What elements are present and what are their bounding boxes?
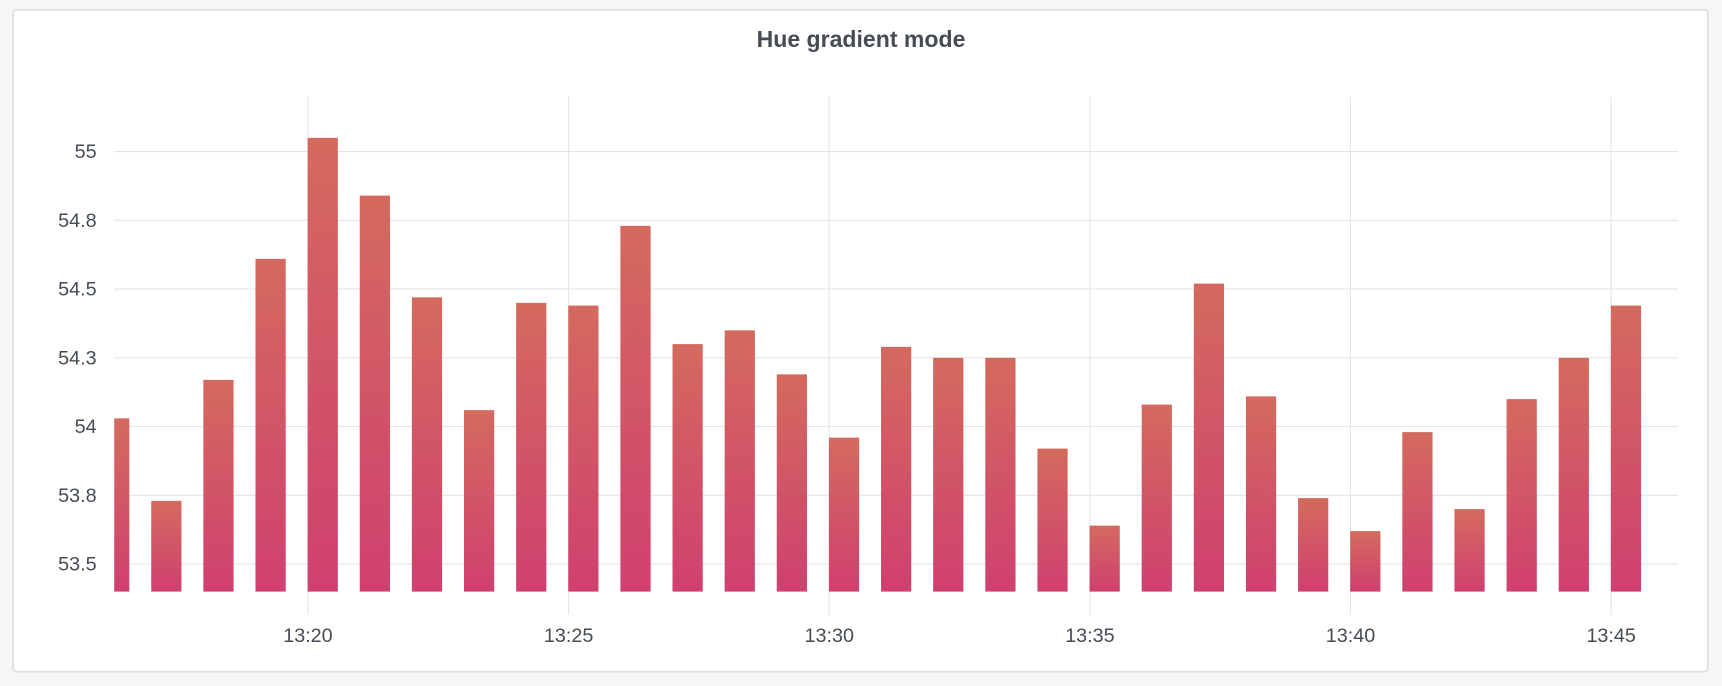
y-tick-label: 53.5 bbox=[58, 554, 96, 576]
y-tick-label: 54.5 bbox=[58, 279, 96, 301]
bar bbox=[1558, 357, 1589, 592]
y-tick-label: 54.3 bbox=[58, 347, 96, 369]
y-tick-label: 55 bbox=[75, 141, 97, 163]
bar bbox=[359, 195, 390, 592]
bar bbox=[1245, 396, 1277, 592]
y-tick-label: 54.8 bbox=[58, 210, 96, 232]
bar bbox=[1089, 525, 1120, 592]
bar bbox=[568, 305, 599, 592]
bar bbox=[724, 330, 755, 592]
bar bbox=[1298, 498, 1329, 592]
bar bbox=[828, 437, 860, 592]
bar bbox=[776, 374, 808, 592]
bar bbox=[516, 302, 547, 592]
bar bbox=[203, 379, 234, 592]
y-tick-label: 53.8 bbox=[58, 485, 96, 507]
bar bbox=[1141, 404, 1172, 592]
bar bbox=[114, 418, 130, 592]
bar bbox=[933, 357, 964, 592]
bar bbox=[1402, 432, 1433, 592]
x-tick-label: 13:25 bbox=[544, 625, 593, 647]
x-tick-label: 13:30 bbox=[805, 625, 854, 647]
bar bbox=[985, 357, 1016, 592]
x-tick-label: 13:35 bbox=[1065, 625, 1114, 647]
bar bbox=[463, 410, 495, 592]
bar bbox=[1454, 509, 1485, 592]
bar bbox=[620, 225, 651, 592]
bar bbox=[881, 346, 912, 592]
bar bbox=[1193, 283, 1225, 592]
x-tick-label: 13:45 bbox=[1586, 625, 1635, 647]
bar bbox=[672, 344, 703, 592]
bar bbox=[307, 137, 338, 592]
bar bbox=[411, 297, 443, 592]
x-tick-label: 13:40 bbox=[1326, 625, 1375, 647]
bar bbox=[1350, 531, 1381, 592]
chart-title: Hue gradient mode bbox=[757, 26, 966, 52]
bar bbox=[1610, 305, 1642, 592]
y-tick-label: 54 bbox=[75, 416, 97, 438]
bar bbox=[1506, 399, 1537, 592]
bar bbox=[255, 258, 286, 592]
bar bbox=[151, 500, 182, 592]
bar bbox=[1037, 448, 1068, 592]
x-tick-label: 13:20 bbox=[283, 625, 332, 647]
